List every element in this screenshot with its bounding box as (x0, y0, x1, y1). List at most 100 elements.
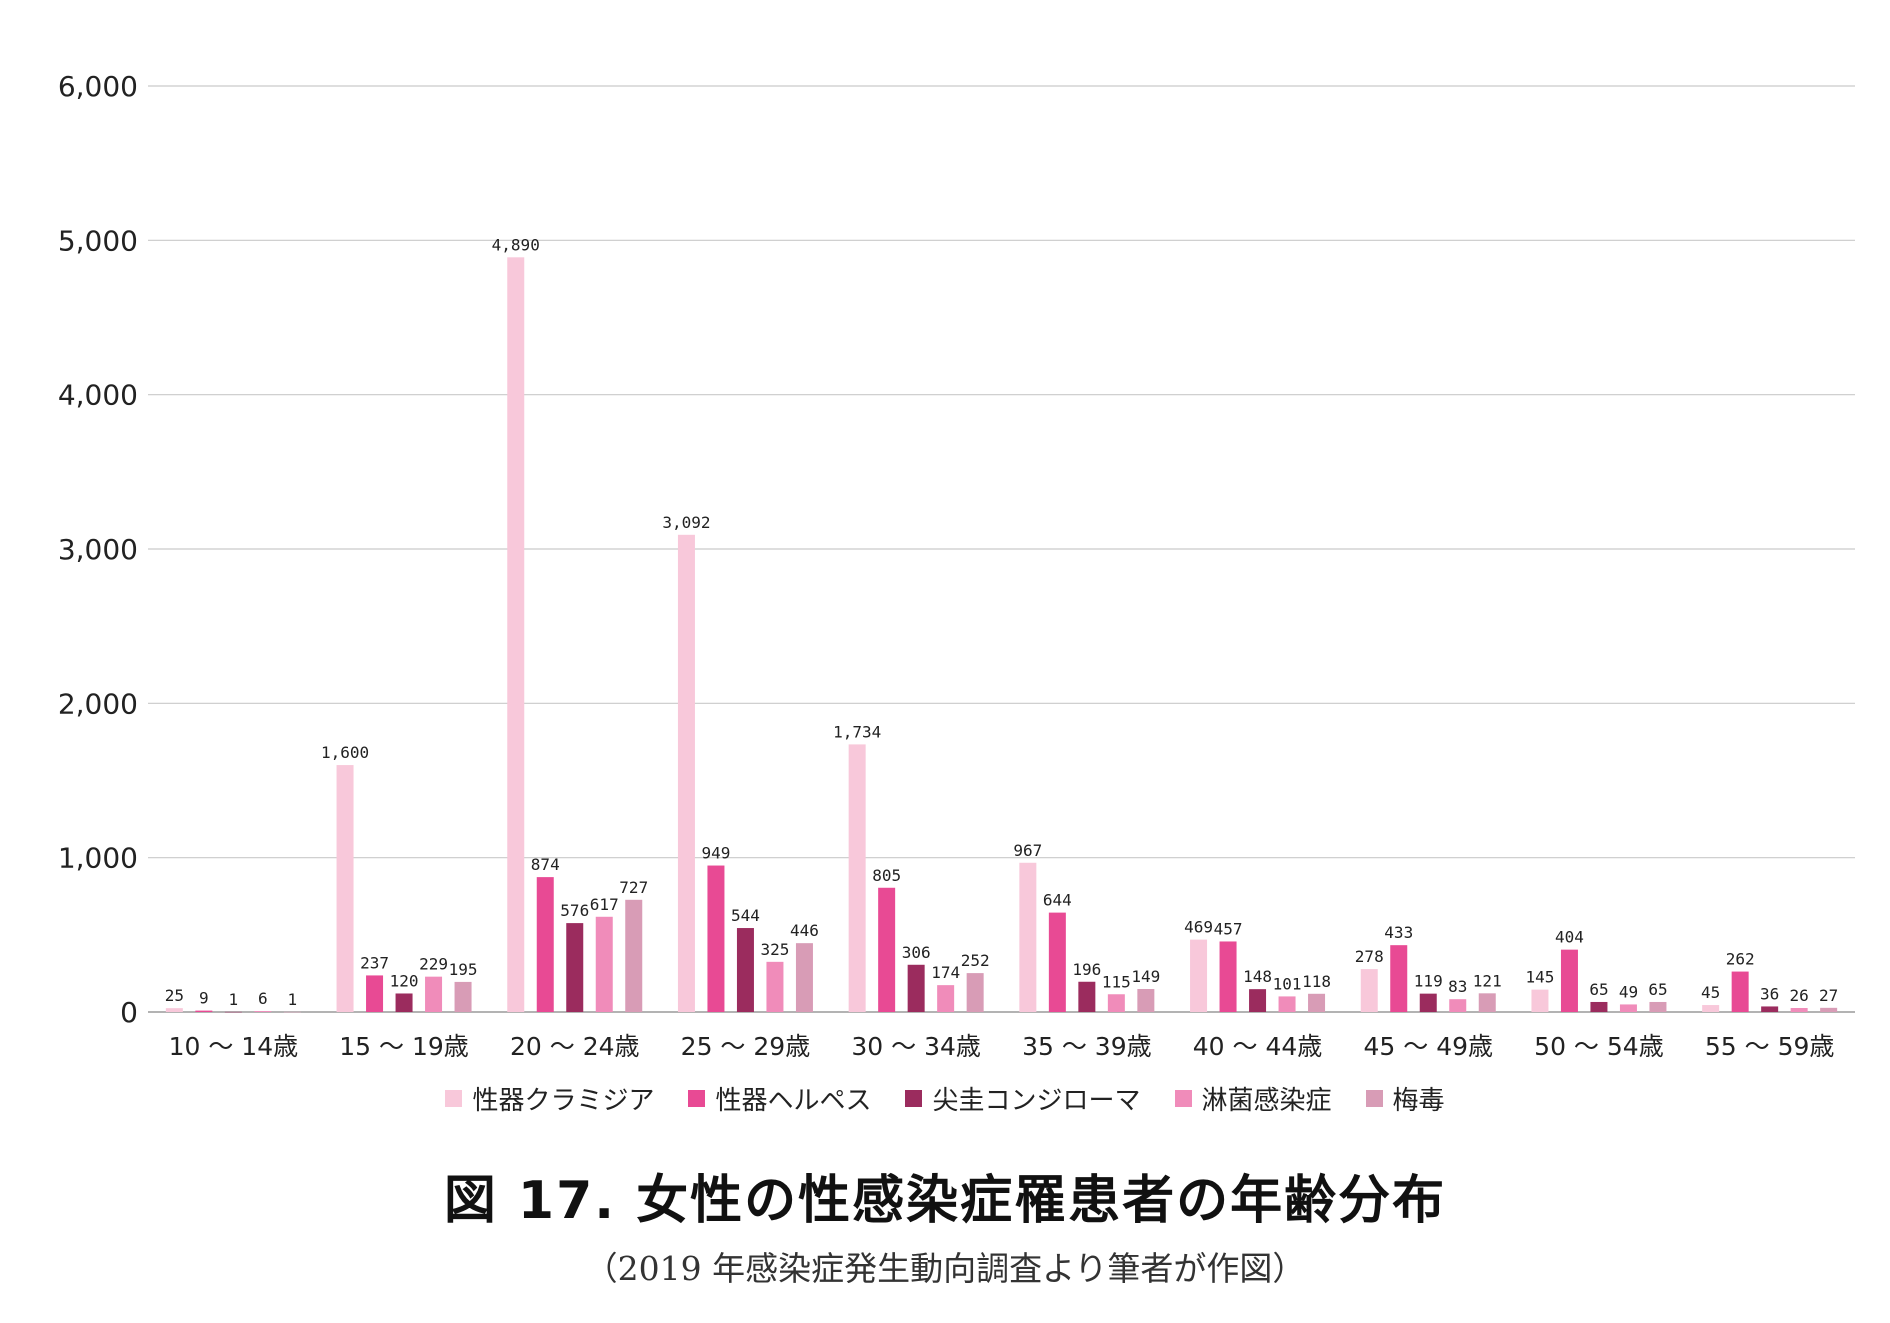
bar (1078, 981, 1096, 1012)
bar (878, 887, 896, 1012)
y-axis-ticks: 0 1,000 2,000 3,000 4,000 5,000 6,000 (58, 70, 138, 1029)
x-category-label: 55 ～ 59歳 (1705, 1032, 1835, 1061)
data-label: 6 (258, 989, 268, 1008)
data-label: 237 (360, 953, 389, 972)
data-label: 262 (1726, 950, 1755, 969)
bar (1419, 993, 1437, 1012)
data-label: 148 (1243, 967, 1272, 986)
legend-item: 梅毒 (1365, 1080, 1445, 1117)
x-axis-categories: 10 ～ 14歳 15 ～ 19歳 20 ～ 24歳 25 ～ 29歳 30 ～ 34歳… (169, 1032, 1835, 1061)
x-category-label: 10 ～ 14歳 (169, 1032, 299, 1061)
bar (1190, 939, 1208, 1012)
x-category-label: 30 ～ 34歳 (851, 1032, 981, 1061)
data-label: 278 (1355, 947, 1384, 966)
data-label: 120 (390, 971, 419, 990)
data-label: 4,890 (492, 235, 540, 254)
data-label: 119 (1414, 972, 1443, 991)
x-category-label: 20 ～ 24歳 (510, 1032, 640, 1061)
data-label: 229 (419, 955, 448, 974)
legend-label: 淋菌感染症 (1201, 1086, 1332, 1116)
bar (1137, 989, 1155, 1012)
bar (1619, 1004, 1637, 1012)
data-label: 967 (1013, 841, 1042, 860)
bar (1449, 999, 1467, 1012)
bar (1560, 949, 1578, 1012)
data-label: 26 (1790, 986, 1809, 1005)
bar (1478, 993, 1496, 1012)
data-label: 404 (1555, 928, 1584, 947)
data-label: 25 (165, 986, 184, 1005)
bar (1790, 1007, 1808, 1012)
data-label: 174 (931, 963, 960, 982)
y-tick-label: 5,000 (58, 224, 138, 257)
data-label: 1 (229, 990, 239, 1009)
bar (1107, 994, 1125, 1012)
legend-item: 性器ヘルペス (688, 1080, 871, 1117)
bar (1249, 989, 1267, 1012)
data-label: 469 (1184, 918, 1213, 937)
bar (966, 973, 984, 1012)
data-label: 576 (560, 901, 589, 920)
bar (1390, 945, 1408, 1012)
bar (736, 928, 754, 1012)
bar (195, 1010, 213, 1012)
bar (165, 1008, 183, 1012)
bar (707, 865, 725, 1012)
legend-item: 尖圭コンジローマ (905, 1080, 1141, 1117)
bar (1761, 1006, 1779, 1012)
bar (395, 993, 413, 1012)
y-tick-label: 4,000 (58, 379, 138, 412)
x-category-label: 40 ～ 44歳 (1193, 1032, 1323, 1061)
data-label: 325 (760, 940, 789, 959)
bar (677, 534, 695, 1012)
legend-swatch (1174, 1090, 1192, 1107)
data-label: 121 (1473, 971, 1502, 990)
gridlines (148, 85, 1855, 1013)
bar (454, 981, 472, 1012)
y-tick-label: 0 (120, 996, 138, 1029)
bar (595, 916, 613, 1012)
legend-label: 性器クラミジア (472, 1086, 655, 1116)
x-category-label: 45 ～ 49歳 (1363, 1032, 1493, 1061)
data-label: 195 (449, 960, 478, 979)
legend-swatch (688, 1090, 706, 1107)
y-tick-label: 6,000 (58, 70, 138, 103)
bar (625, 899, 643, 1012)
data-label: 1,600 (321, 743, 369, 762)
data-label: 949 (701, 844, 730, 863)
data-label: 145 (1525, 968, 1554, 987)
bars (165, 257, 1838, 1013)
bar (1702, 1005, 1720, 1012)
legend-label: 尖圭コンジローマ (932, 1086, 1141, 1116)
bar (766, 961, 784, 1012)
bar (283, 1011, 301, 1013)
bar (848, 744, 866, 1012)
x-category-label: 35 ～ 39歳 (1022, 1032, 1152, 1061)
legend-label: 梅毒 (1392, 1086, 1445, 1116)
bar (1019, 862, 1037, 1012)
data-label: 805 (872, 866, 901, 885)
bar (1531, 989, 1549, 1012)
x-category-label: 15 ～ 19歳 (339, 1032, 469, 1061)
y-tick-label: 2,000 (58, 687, 138, 720)
legend-item: 性器クラミジア (445, 1080, 654, 1117)
data-label: 118 (1302, 972, 1331, 991)
data-label: 27 (1819, 986, 1838, 1005)
data-label: 617 (590, 895, 619, 914)
legend-swatch (905, 1090, 923, 1107)
data-label: 149 (1131, 967, 1160, 986)
data-label: 3,092 (662, 513, 710, 532)
data-label: 644 (1043, 891, 1072, 910)
data-label: 9 (199, 989, 209, 1008)
data-label: 433 (1384, 923, 1413, 942)
data-label: 1,734 (833, 722, 881, 741)
data-label: 306 (902, 943, 931, 962)
bar (566, 923, 584, 1012)
bar (907, 964, 925, 1012)
chart-legend: 性器クラミジア 性器ヘルペス 尖圭コンジローマ 淋菌感染症 梅毒 (0, 1080, 1890, 1117)
bar (336, 765, 354, 1012)
y-tick-label: 3,000 (58, 533, 138, 566)
bar (937, 985, 955, 1012)
